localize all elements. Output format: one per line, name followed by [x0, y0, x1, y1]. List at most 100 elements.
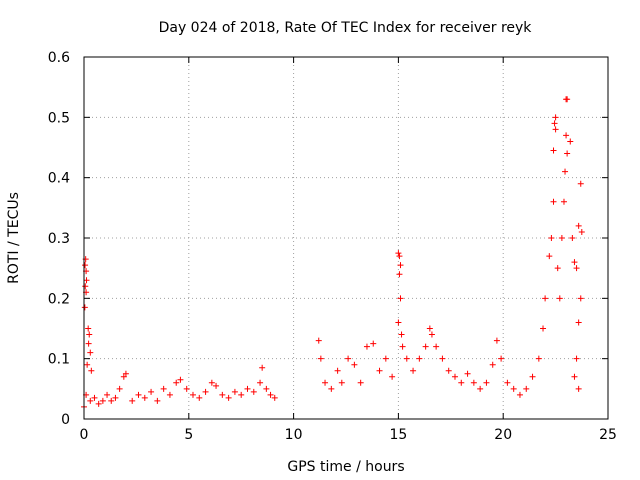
x-axis-label: GPS time / hours [287, 459, 404, 475]
data-point [87, 349, 94, 356]
data-point [551, 120, 558, 127]
data-point [177, 376, 184, 383]
data-point [225, 394, 232, 401]
data-point [395, 319, 402, 326]
data-point [564, 96, 571, 103]
y-axis-label: ROTI / TECUs [6, 192, 22, 284]
grid-layer [84, 57, 608, 419]
data-point [575, 385, 582, 392]
data-point [202, 388, 209, 395]
x-axis: 0 5 10 15 20 25 [80, 57, 617, 443]
data-point [231, 388, 238, 395]
data-point [470, 379, 477, 386]
data-point [160, 385, 167, 392]
data-point [213, 382, 220, 389]
y-tick-label: 0.5 [48, 110, 70, 126]
x-tick-label: 25 [599, 427, 617, 443]
data-point [91, 394, 98, 401]
y-tick-label: 0 [61, 412, 70, 428]
data-point [315, 337, 322, 344]
data-point [571, 259, 578, 266]
data-point [238, 391, 245, 398]
data-point [397, 295, 404, 302]
data-point [87, 397, 94, 404]
data-point [477, 385, 484, 392]
data-point [439, 355, 446, 362]
data-point [395, 250, 402, 257]
data-point [403, 355, 410, 362]
data-point [363, 343, 370, 350]
data-point [396, 253, 403, 260]
data-point [88, 367, 95, 374]
data-point [546, 253, 553, 260]
data-point [382, 355, 389, 362]
x-tick-label: 15 [389, 427, 407, 443]
data-point [166, 391, 173, 398]
data-point [542, 295, 549, 302]
data-point [120, 373, 127, 380]
data-point [563, 132, 570, 139]
data-point [550, 147, 557, 154]
data-point [397, 262, 404, 269]
data-point [428, 331, 435, 338]
data-point [104, 391, 111, 398]
data-point [498, 355, 505, 362]
data-point [516, 391, 523, 398]
data-point [95, 400, 102, 407]
data-point [116, 385, 123, 392]
data-point [573, 265, 580, 272]
data-point [208, 379, 215, 386]
data-point [577, 180, 584, 187]
data-point [510, 385, 517, 392]
data-point [196, 394, 203, 401]
data-point [357, 379, 364, 386]
data-point [489, 361, 496, 368]
data-point [552, 114, 559, 121]
x-tick-label: 5 [184, 427, 193, 443]
data-point [523, 385, 530, 392]
data-point [112, 394, 119, 401]
data-point [573, 355, 580, 362]
data-point [82, 283, 89, 290]
y-axis: 0 0.1 0.2 0.3 0.4 0.5 0.6 [48, 50, 608, 428]
data-point [558, 235, 565, 241]
data-point [540, 325, 547, 332]
chart-title: Day 024 of 2018, Rate Of TEC Index for r… [159, 20, 533, 36]
data-point [422, 343, 429, 350]
y-tick-label: 0.3 [48, 231, 70, 247]
data-point [370, 340, 377, 347]
data-point [410, 367, 417, 374]
data-point [259, 364, 266, 371]
data-point [562, 168, 569, 175]
data-points [81, 96, 585, 410]
data-point [529, 373, 536, 380]
data-point [85, 340, 92, 347]
data-point [263, 385, 270, 392]
data-point [129, 397, 136, 404]
data-point [564, 150, 571, 157]
data-point [433, 343, 440, 350]
x-tick-label: 20 [494, 427, 512, 443]
data-point [416, 355, 423, 362]
data-point [575, 319, 582, 326]
data-point [577, 295, 584, 302]
data-point [458, 379, 465, 386]
data-point [338, 379, 345, 386]
data-point [376, 367, 383, 374]
data-point [578, 228, 585, 235]
data-point [399, 343, 406, 350]
data-point [535, 355, 542, 362]
data-point [317, 355, 324, 362]
data-point [483, 379, 490, 386]
data-point [271, 394, 278, 401]
data-point [257, 379, 264, 386]
data-point [154, 397, 161, 404]
y-tick-label: 0.1 [48, 352, 70, 368]
y-tick-label: 0.2 [48, 291, 70, 307]
data-point [85, 325, 92, 332]
data-point [219, 391, 226, 398]
data-point [250, 388, 257, 395]
data-point [82, 262, 89, 269]
data-point [267, 391, 274, 398]
